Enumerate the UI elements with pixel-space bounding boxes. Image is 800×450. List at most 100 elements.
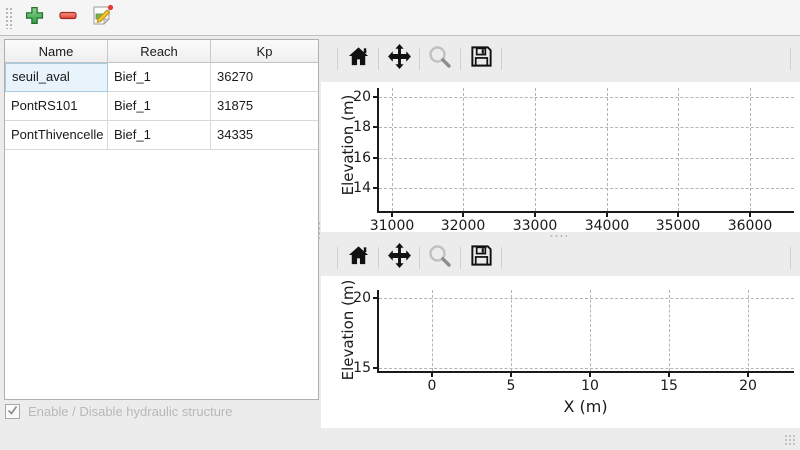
tick-mark [462, 213, 464, 217]
enable-structure-checkbox[interactable] [5, 404, 20, 419]
toolbar-separator [790, 247, 791, 269]
toolbar-separator [337, 48, 338, 70]
col-header-reach[interactable]: Reach [108, 40, 211, 62]
x-tick-label: 20 [739, 378, 757, 394]
gridline-v [392, 88, 393, 211]
gridline-v [432, 290, 433, 371]
y-tick-label: 15 [353, 360, 371, 376]
gridline-h [379, 188, 794, 189]
tick-mark [747, 373, 749, 377]
add-structure-button[interactable] [20, 4, 48, 32]
col-header-name[interactable]: Name [5, 40, 108, 62]
magnifier-icon [427, 44, 453, 75]
pan-button[interactable] [384, 243, 414, 273]
pan-icon [386, 43, 413, 75]
resize-grip[interactable] [784, 434, 797, 447]
cell-name[interactable]: PontThivencelle [5, 121, 108, 150]
pan-icon [386, 242, 413, 274]
table-row: PontRS101 Bief_1 31875 [5, 92, 318, 121]
pan-button[interactable] [384, 44, 414, 74]
x-tick-label: 33000 [512, 218, 558, 234]
tick-mark [373, 367, 377, 369]
plot1-toolbar [320, 36, 800, 82]
gridline-h [379, 158, 794, 159]
x-tick-label: 32000 [440, 218, 486, 234]
toolbar-separator [378, 247, 379, 269]
gridline-v [511, 290, 512, 371]
home-button[interactable] [343, 44, 373, 74]
home-button[interactable] [343, 243, 373, 273]
plots-splitter-handle[interactable] [549, 234, 567, 238]
x-axis-spine [377, 371, 794, 373]
home-icon [346, 44, 371, 74]
toolbar-separator [460, 48, 461, 70]
plot2-toolbar [320, 240, 800, 276]
tick-mark [373, 96, 377, 98]
toolbar-separator [790, 48, 791, 70]
toolbar-separator [337, 247, 338, 269]
y-tick-label: 20 [353, 290, 371, 306]
table-row: PontThivencelle Bief_1 34335 [5, 121, 318, 150]
toolbar-separator [419, 48, 420, 70]
cell-reach[interactable]: Bief_1 [108, 63, 211, 92]
x-tick-label: 15 [660, 378, 678, 394]
tick-mark [431, 373, 433, 377]
toolbar-separator [419, 247, 420, 269]
tick-mark [510, 373, 512, 377]
save-button[interactable] [466, 44, 496, 74]
x-tick-label: 5 [506, 378, 516, 394]
save-icon [469, 243, 494, 273]
cell-kp[interactable]: 31875 [211, 92, 318, 121]
panel-splitter-handle[interactable] [317, 221, 321, 239]
y-tick-label: 14 [353, 180, 371, 196]
save-button[interactable] [466, 243, 496, 273]
toolbar-drag-handle[interactable] [5, 6, 12, 29]
zoom-button[interactable] [425, 44, 455, 74]
plot2-canvas[interactable]: Elevation (m) 20 15 0 5 10 15 20 X (m) [321, 276, 800, 428]
y-tick-label: 16 [353, 150, 371, 166]
remove-structure-button[interactable] [54, 4, 82, 32]
zoom-button[interactable] [425, 243, 455, 273]
tick-mark [749, 213, 751, 217]
gridline-v [463, 88, 464, 211]
tick-mark [373, 126, 377, 128]
tick-mark [677, 213, 679, 217]
x-tick-label: 31000 [369, 218, 415, 234]
cell-kp[interactable]: 34335 [211, 121, 318, 150]
cell-name[interactable]: PontRS101 [5, 92, 108, 121]
plus-icon [25, 6, 44, 30]
plot1-canvas[interactable]: Elevation (m) 20 18 16 14 31000 32000 33… [321, 82, 800, 234]
cell-kp[interactable]: 36270 [211, 63, 318, 92]
check-icon [7, 403, 18, 421]
y-tick-label: 20 [353, 89, 371, 105]
x-axis-spine [377, 211, 794, 213]
edit-structure-button[interactable] [88, 4, 116, 32]
magnifier-icon [427, 243, 453, 274]
table-row: seuil_aval Bief_1 36270 [5, 63, 318, 92]
gridline-h [379, 127, 794, 128]
y-axis-spine [377, 88, 379, 213]
structures-table: Name Reach Kp seuil_aval Bief_1 36270 Po… [4, 39, 319, 400]
gridline-h [379, 97, 794, 98]
y-tick-label: 18 [353, 119, 371, 135]
gridline-v [607, 88, 608, 211]
gridline-v [590, 290, 591, 371]
tick-mark [373, 297, 377, 299]
gridline-v [669, 290, 670, 371]
gridline-v [750, 88, 751, 211]
gridline-v [535, 88, 536, 211]
toolbar-separator [460, 247, 461, 269]
x-tick-label: 34000 [584, 218, 630, 234]
cell-reach[interactable]: Bief_1 [108, 92, 211, 121]
gridline-v [678, 88, 679, 211]
x-tick-label: 35000 [655, 218, 701, 234]
cell-reach[interactable]: Bief_1 [108, 121, 211, 150]
x-axis-label: X (m) [563, 397, 608, 416]
tick-mark [589, 373, 591, 377]
cell-name-selected[interactable]: seuil_aval [5, 63, 108, 92]
x-tick-label: 10 [581, 378, 599, 394]
toolbar-separator [501, 48, 502, 70]
toolbar-separator [501, 247, 502, 269]
col-header-kp[interactable]: Kp [256, 43, 273, 59]
